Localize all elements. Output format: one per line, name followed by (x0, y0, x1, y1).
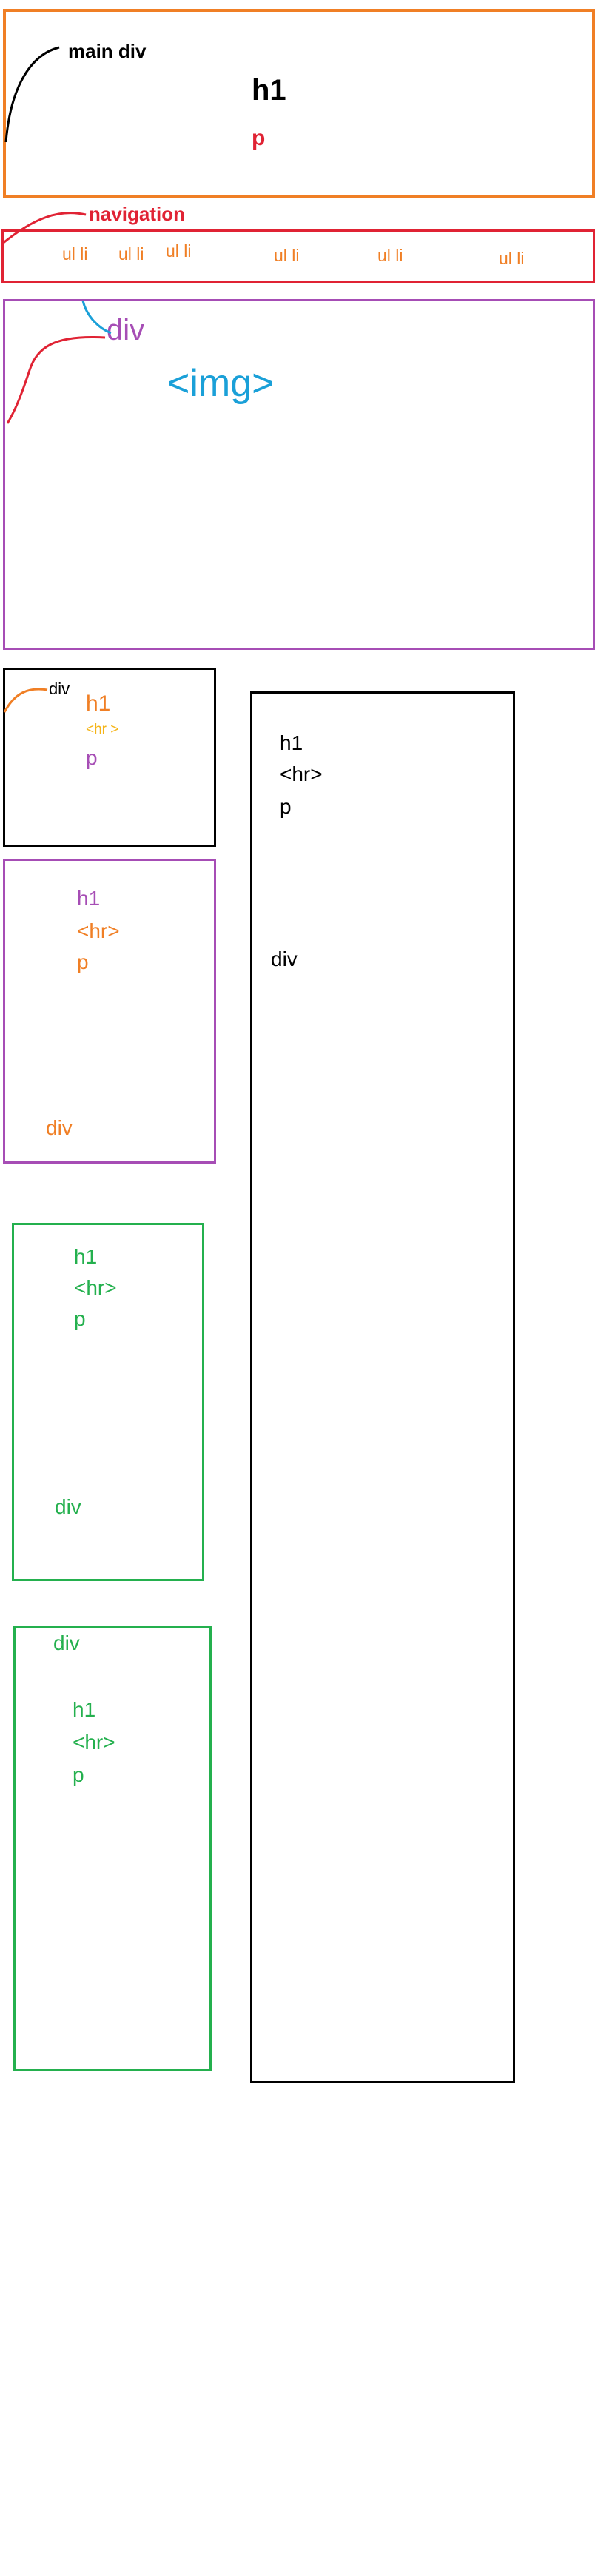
nav-item: ul li (62, 244, 88, 264)
card4-box (13, 1626, 212, 2071)
card1-box (3, 668, 216, 847)
navigation-annotation: navigation (89, 203, 186, 225)
sidebar-hr-label: <hr> (280, 762, 323, 785)
sidebar-p-label: p (280, 795, 292, 818)
navigation-box (1, 229, 595, 283)
card3-h1-label: h1 (74, 1245, 98, 1268)
sidebar-box (250, 691, 515, 2083)
card3-hr-label: <hr> (74, 1276, 117, 1299)
image-section-div-label: div (107, 314, 145, 346)
main-div-box (3, 9, 595, 198)
nav-item: ul li (274, 246, 300, 265)
card1-h1-label: h1 (86, 691, 111, 716)
nav-item: ul li (166, 241, 192, 261)
card2-box (3, 859, 216, 1164)
card3-div-label: div (55, 1495, 81, 1518)
sidebar-h1-label: h1 (280, 731, 303, 754)
header-p-label: p (252, 126, 266, 150)
card4-h1-label: h1 (73, 1698, 96, 1721)
header-h1-label: h1 (252, 74, 286, 107)
main-div-annotation: main div (68, 40, 147, 62)
card2-p-label: p (77, 950, 89, 973)
img-placeholder-label: <img> (167, 362, 275, 405)
card4-div-label: div (53, 1631, 80, 1654)
card1-div-label: div (49, 680, 70, 698)
card1-p-label: p (86, 746, 98, 769)
card3-box (12, 1223, 204, 1581)
card4-p-label: p (73, 1763, 84, 1786)
sidebar-div-label: div (271, 947, 298, 970)
nav-item: ul li (377, 246, 403, 265)
card4-hr-label: <hr> (73, 1731, 115, 1754)
nav-item: ul li (118, 244, 144, 264)
card3-p-label: p (74, 1307, 86, 1330)
card1-hr-label: <hr > (86, 722, 119, 737)
card2-h1-label: h1 (77, 887, 101, 910)
card2-hr-label: <hr> (77, 919, 120, 942)
image-section-box (3, 299, 595, 650)
card2-div-label: div (46, 1116, 73, 1139)
nav-item: ul li (499, 249, 525, 268)
